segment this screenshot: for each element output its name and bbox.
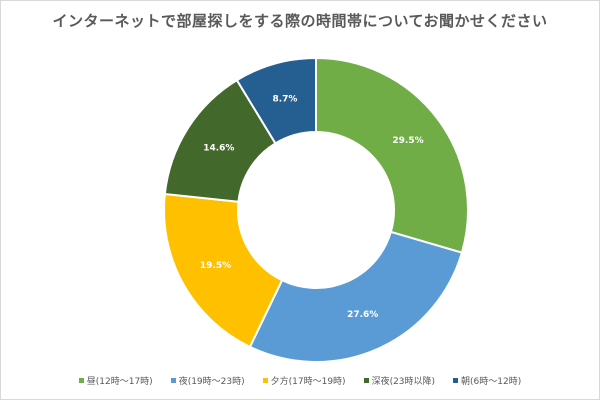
legend-item-4: 朝(6時〜12時): [453, 374, 521, 387]
legend-label-3: 深夜(23時以降): [371, 377, 436, 387]
legend-swatch-2: [262, 378, 268, 383]
legend-swatch-1: [170, 378, 176, 383]
legend-item-2: 夕方(17時〜19時): [262, 374, 346, 387]
legend-item-3: 深夜(23時以降): [363, 374, 436, 387]
legend-item-0: 昼(12時〜17時): [78, 374, 153, 387]
legend-swatch-4: [453, 378, 459, 383]
slice-4: [235, 56, 317, 145]
slice-label-2: 19.5%: [200, 261, 231, 271]
chart-legend: 昼(12時〜17時) 夜(19時〜23時) 夕方(17時〜19時) 深夜(23時…: [0, 374, 600, 387]
legend-item-1: 夜(19時〜23時): [170, 374, 245, 387]
legend-label-4: 朝(6時〜12時): [461, 377, 522, 387]
slice-label-0: 29.5%: [392, 136, 423, 146]
legend-label-1: 夜(19時〜23時): [178, 377, 245, 387]
slice-label-1: 27.6%: [347, 310, 378, 320]
slice-label-3: 14.6%: [203, 143, 234, 153]
legend-label-0: 昼(12時〜17時): [86, 377, 153, 387]
slice-2: [163, 192, 284, 349]
slice-0: [315, 56, 469, 254]
slice-label-4: 8.7%: [272, 94, 297, 104]
legend-label-2: 夕方(17時〜19時): [270, 377, 346, 387]
legend-swatch-3: [363, 378, 369, 383]
legend-swatch-0: [78, 378, 84, 383]
chart-title: インターネットで部屋探しをする際の時間帯についてお聞かせください: [52, 12, 548, 30]
slice-1: [248, 230, 464, 363]
